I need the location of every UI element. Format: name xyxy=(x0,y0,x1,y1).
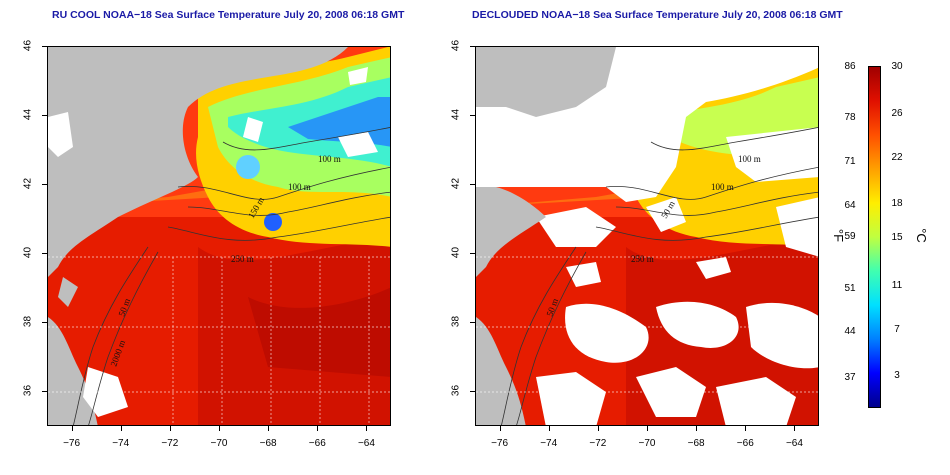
right-lon-tick-label: −66 xyxy=(736,438,754,449)
left-lon-tick-label: −64 xyxy=(357,438,375,449)
left-panel-title: RU COOL NOAA−18 Sea Surface Temperature … xyxy=(52,9,405,21)
declouded-sst-map-canvas: 100 m 100 m 50 m 250 m 50 m xyxy=(476,47,818,425)
left-lon-tick-label: −70 xyxy=(210,438,228,449)
right-lat-tick-mark xyxy=(470,115,475,117)
left-lon-tick-label: −72 xyxy=(161,438,179,449)
right-lat-tick-label: 44 xyxy=(450,109,462,121)
colorbar-fahrenheit-tick: 51 xyxy=(844,283,856,294)
left-lon-tick-label: −66 xyxy=(308,438,326,449)
left-lat-tick-mark xyxy=(42,253,47,255)
left-lat-tick-label: 44 xyxy=(22,109,34,121)
left-lat-tick-mark xyxy=(42,322,47,324)
left-lon-tick-mark xyxy=(219,426,220,431)
right-lon-tick-mark xyxy=(696,426,698,431)
right-lon-tick-label: −72 xyxy=(589,438,607,449)
right-lon-tick-mark xyxy=(499,426,501,431)
colorbar-fahrenheit-tick: 71 xyxy=(844,156,856,167)
left-lat-tick-label: 42 xyxy=(22,178,34,190)
right-lon-tick-label: −76 xyxy=(491,438,509,449)
colorbar-fahrenheit-tick: 64 xyxy=(844,200,856,211)
right-lat-tick-label: 38 xyxy=(450,316,462,328)
colorbar-celsius-tick: 30 xyxy=(891,61,903,72)
right-lon-tick-mark xyxy=(548,426,550,431)
right-panel-title: DECLOUDED NOAA−18 Sea Surface Temperatur… xyxy=(472,9,843,21)
colorbar-fahrenheit-tick: 86 xyxy=(844,61,856,72)
raw-sst-map-canvas: 100 m 100 m 150 m 250 m 50 m 2000 m xyxy=(48,47,390,425)
right-lon-tick-mark xyxy=(794,426,796,431)
right-lat-tick-label: 40 xyxy=(450,247,462,259)
right-lon-tick-label: −74 xyxy=(540,438,558,449)
raw-sst-map: 100 m 100 m 150 m 250 m 50 m 2000 m xyxy=(47,46,391,426)
colorbar-celsius-tick: 3 xyxy=(894,370,900,381)
left-lon-tick-mark xyxy=(268,426,270,431)
colorbar-celsius-tick: 22 xyxy=(891,152,903,163)
right-lon-tick-label: −64 xyxy=(785,438,803,449)
left-lon-tick-mark xyxy=(366,426,368,431)
right-lon-tick-label: −68 xyxy=(687,438,705,449)
contour-label: 100 m xyxy=(288,182,311,192)
colorbar-fahrenheit-tick: 78 xyxy=(844,112,856,123)
fahrenheit-unit: °F xyxy=(831,228,847,243)
colorbar-fahrenheit-tick: 44 xyxy=(844,326,856,337)
right-lon-tick-mark xyxy=(647,426,648,431)
left-lat-tick-mark xyxy=(42,115,47,117)
right-lat-tick-mark xyxy=(470,322,475,324)
contour-label: 100 m xyxy=(738,154,761,164)
right-lat-tick-label: 36 xyxy=(450,385,462,397)
left-lon-tick-label: −74 xyxy=(112,438,130,449)
right-lon-tick-mark xyxy=(745,426,747,431)
left-lat-tick-label: 40 xyxy=(22,247,34,259)
contour-label: 100 m xyxy=(711,182,734,192)
left-lon-tick-label: −76 xyxy=(63,438,81,449)
colorbar-fahrenheit-tick: 59 xyxy=(844,231,856,242)
left-lat-tick-mark xyxy=(42,184,47,186)
left-lat-tick-label: 36 xyxy=(22,385,34,397)
colorbar-fahrenheit-tick: 37 xyxy=(844,372,856,383)
right-lat-tick-mark xyxy=(470,391,475,393)
left-lat-tick-label: 46 xyxy=(22,39,34,52)
left-lon-tick-label: −68 xyxy=(259,438,277,449)
right-lat-tick-mark xyxy=(470,253,475,255)
right-lat-tick-mark xyxy=(470,46,475,47)
left-lon-tick-mark xyxy=(120,426,122,431)
left-lat-tick-mark xyxy=(42,391,47,393)
right-lon-tick-mark xyxy=(597,426,599,431)
left-lat-tick-mark xyxy=(42,46,47,47)
right-lon-tick-label: −70 xyxy=(638,438,656,449)
right-lat-tick-label: 42 xyxy=(450,178,462,190)
celsius-unit: °C xyxy=(913,228,929,243)
colorbar-celsius-tick: 18 xyxy=(891,198,903,209)
colorbar-celsius-tick: 26 xyxy=(891,108,903,119)
left-lon-tick-mark xyxy=(169,426,171,431)
contour-label: 100 m xyxy=(318,154,341,164)
colorbar-celsius-tick: 15 xyxy=(891,232,903,243)
right-lat-tick-mark xyxy=(470,184,475,186)
contour-label: 250 m xyxy=(631,254,654,264)
colorbar-celsius-tick: 7 xyxy=(894,324,900,335)
right-lat-tick-label: 46 xyxy=(450,39,462,52)
left-lat-tick-label: 38 xyxy=(22,316,34,328)
colorbar xyxy=(868,66,881,408)
contour-label: 250 m xyxy=(231,254,254,264)
left-lon-tick-mark xyxy=(71,426,73,431)
colorbar-celsius-tick: 11 xyxy=(891,280,903,291)
left-lon-tick-mark xyxy=(317,426,319,431)
declouded-sst-map: 100 m 100 m 50 m 250 m 50 m xyxy=(475,46,819,426)
